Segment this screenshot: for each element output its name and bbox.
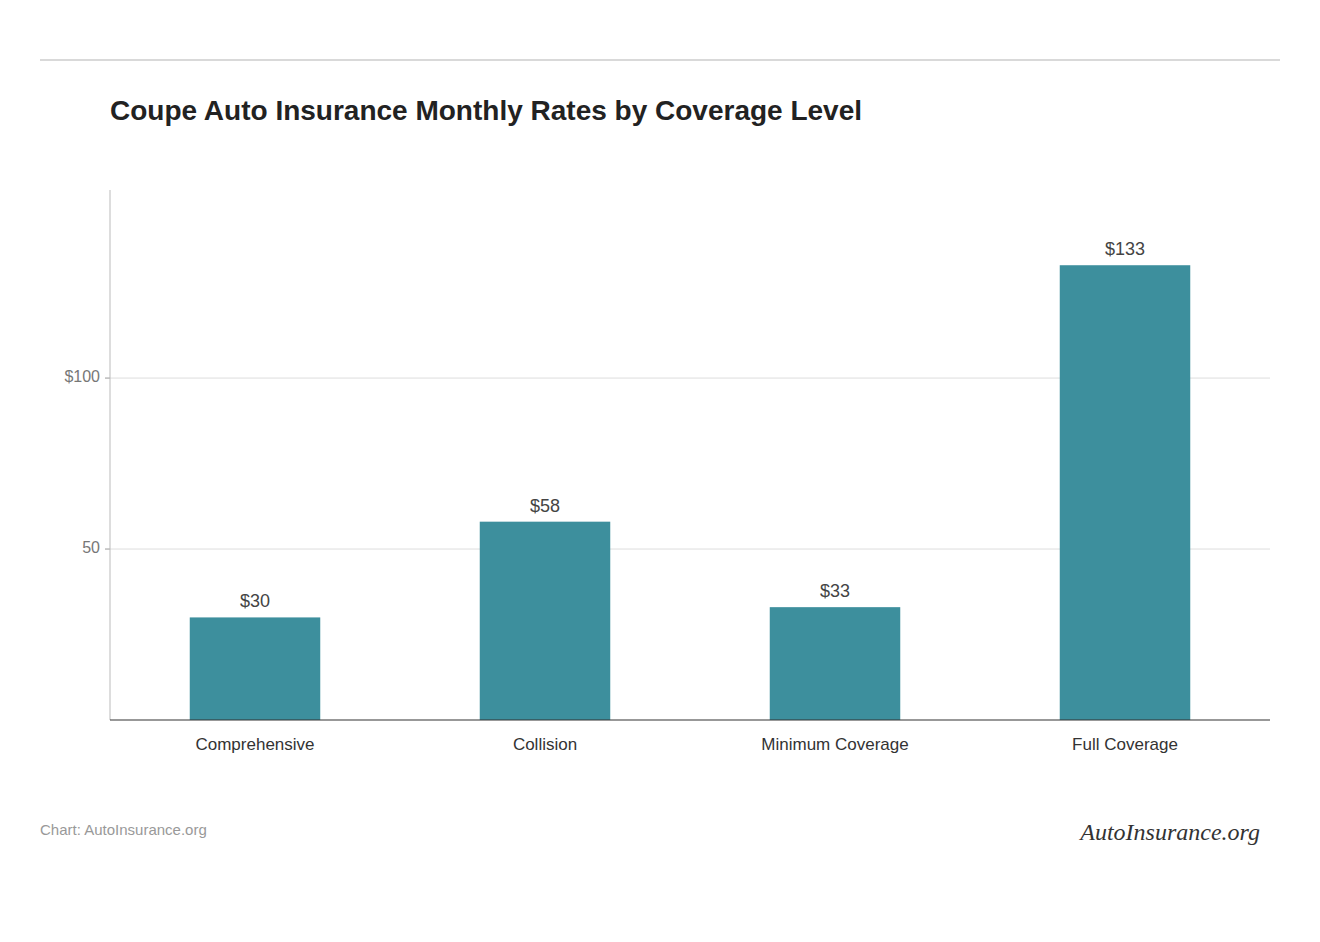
x-tick-label: Full Coverage — [1072, 735, 1178, 754]
y-axis: 50 $100 — [64, 190, 1270, 720]
background — [0, 0, 1320, 942]
data-label: $30 — [240, 591, 270, 611]
title: Coupe Auto Insurance Monthly Rates by Co… — [110, 95, 862, 126]
data-label: $58 — [530, 496, 560, 516]
source-note: Chart: AutoInsurance.org — [40, 821, 207, 838]
y-tick-label: 50 — [82, 539, 100, 556]
x-axis: Comprehensive Collision Minimum Coverage Fu… — [110, 720, 1270, 754]
chart: Coupe Auto Insurance Monthly Rates by Co… — [0, 0, 1320, 942]
bar — [770, 607, 901, 720]
x-tick-label: Collision — [513, 735, 577, 754]
chart-container: Coupe Auto Insurance Monthly Rates by Co… — [0, 0, 1320, 942]
x-tick-label: Minimum Coverage — [761, 735, 908, 754]
data-label: $133 — [1105, 239, 1145, 259]
data-label: $33 — [820, 581, 850, 601]
x-tick-label: Comprehensive — [195, 735, 314, 754]
y-axis-line — [110, 190, 111, 720]
annotations: Chart: AutoInsurance.org AutoInsurance.or… — [40, 819, 1260, 845]
data-labels: $30 $58 $33 $133 — [240, 239, 1145, 611]
y-tick — [105, 549, 110, 550]
top-rule — [40, 59, 1280, 61]
bar — [1060, 265, 1191, 720]
bars — [190, 265, 1191, 720]
x-axis-line — [110, 719, 1270, 720]
y-tick — [105, 378, 110, 379]
bar — [480, 522, 611, 720]
bar — [190, 617, 321, 720]
y-tick-label: $100 — [64, 368, 100, 385]
logo-text: AutoInsurance.org — [1078, 819, 1260, 845]
